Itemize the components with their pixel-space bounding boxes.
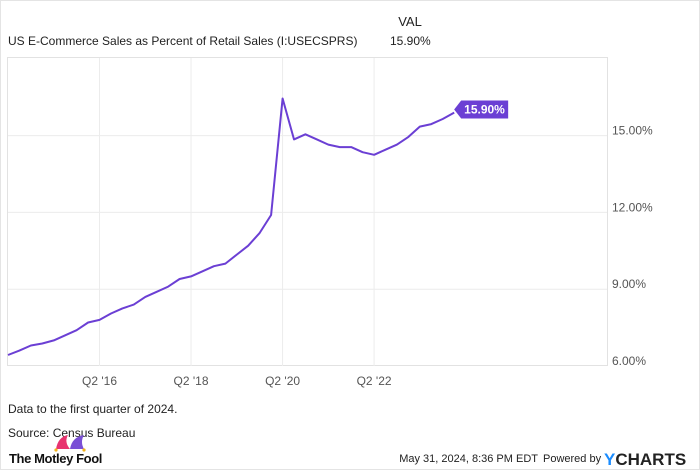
timestamp: May 31, 2024, 8:36 PM EDT <box>399 453 538 465</box>
motley-fool-logo: The Motley Fool <box>9 451 102 466</box>
footer-note: Data to the first quarter of 2024. <box>8 402 177 416</box>
series-name: US E-Commerce Sales as Percent of Retail… <box>8 34 357 48</box>
footer-source: Source: Census Bureau <box>8 426 135 440</box>
val-header: VAL <box>398 14 422 29</box>
y-tick-label: 9.00% <box>612 277 646 291</box>
motley-fool-jester-icon <box>54 435 86 452</box>
val-value: 15.90% <box>390 34 431 48</box>
end-value-flag: 15.90% <box>454 100 509 119</box>
y-tick-label: 15.00% <box>612 124 653 138</box>
ycharts-logo: YCHARTS <box>604 450 686 469</box>
series-line <box>7 97 455 356</box>
x-tick-label: Q2 '18 <box>174 374 209 388</box>
end-value-label: 15.90% <box>464 103 505 117</box>
powered-by: Powered by <box>543 453 602 465</box>
x-tick-label: Q2 '22 <box>357 374 392 388</box>
y-tick-label: 12.00% <box>612 200 653 214</box>
x-tick-label: Q2 '16 <box>82 374 117 388</box>
x-tick-label: Q2 '20 <box>265 374 300 388</box>
plot-area <box>7 57 608 366</box>
y-tick-label: 6.00% <box>612 354 646 368</box>
